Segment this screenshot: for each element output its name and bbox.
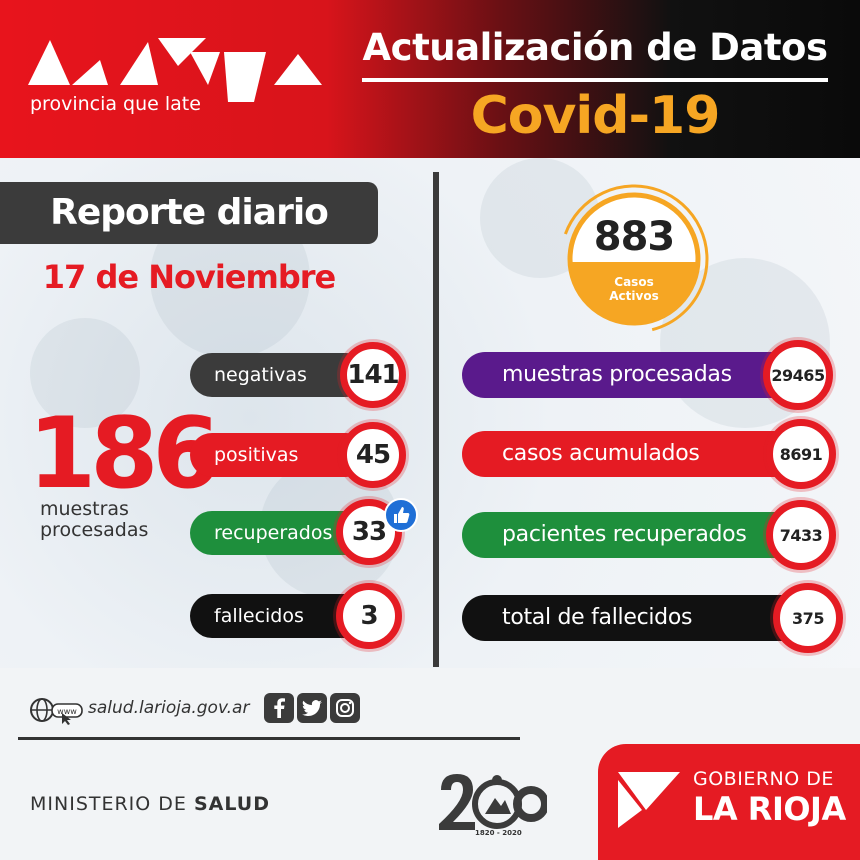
daily-value-negativas: 141 <box>347 360 399 390</box>
active-cases-label-1: Casos <box>614 275 654 289</box>
cumulative-value-casos: 8691 <box>779 444 823 464</box>
globe-icon: www <box>30 698 83 725</box>
daily-total-label-2: procesadas <box>40 519 149 541</box>
cumulative-value-circle: 8691 <box>766 419 836 489</box>
daily-value-positivas: 45 <box>355 440 391 470</box>
header-banner: provincia que late Actualización de Dato… <box>0 0 860 158</box>
report-date: 17 de Noviembre <box>42 258 336 296</box>
daily-value-circle: 3 <box>336 583 402 649</box>
thumbs-up-icon <box>384 498 418 532</box>
cumulative-item-recuperados: pacientes recuperados <box>462 512 806 558</box>
facebook-icon[interactable] <box>264 693 294 723</box>
government-line-2: LA RIOJA <box>693 790 846 828</box>
daily-item-positivas: positivas <box>190 433 368 477</box>
cumulative-value-muestras: 29465 <box>771 365 825 385</box>
report-label: Reporte diario <box>50 192 329 233</box>
page-title: Actualización de Datos <box>362 26 828 69</box>
column-divider <box>433 172 439 667</box>
page-subtitle: Covid-19 <box>470 86 721 146</box>
active-cases-label-2: Activos <box>609 289 659 303</box>
cumulative-value-circle: 375 <box>773 583 843 653</box>
daily-value-recuperados: 33 <box>351 517 387 547</box>
cumulative-item-muestras: muestras procesadas <box>462 352 806 398</box>
twitter-icon[interactable] <box>297 693 327 723</box>
government-line-1: GOBIERNO DE <box>693 768 834 790</box>
ministry-name-bold: SALUD <box>193 793 270 815</box>
emblem-years: 1820 - 2020 <box>475 829 522 837</box>
active-cases-badge <box>559 184 709 334</box>
ministry-name: MINISTERIO DE SALUD <box>30 793 270 815</box>
daily-total-value: 186 <box>28 397 221 511</box>
government-logo-icon <box>618 772 680 828</box>
la-rioja-logo <box>28 38 322 102</box>
daily-value-circle: 45 <box>340 422 406 488</box>
daily-value-circle: 141 <box>340 342 406 408</box>
logo-tagline: provincia que late <box>30 93 201 115</box>
ministry-prefix: MINISTERIO DE <box>30 793 194 815</box>
bicentennial-emblem <box>439 774 547 830</box>
footer-divider <box>18 737 520 740</box>
daily-item-negativas: negativas <box>190 353 368 397</box>
active-cases-value: 883 <box>593 214 676 260</box>
daily-total-label-1: muestras <box>40 498 129 520</box>
cumulative-value-circle: 29465 <box>763 340 833 410</box>
cumulative-item-fallecidos: total de fallecidos <box>462 595 806 641</box>
web-badge: www <box>57 707 77 716</box>
cumulative-value-fallecidos: 375 <box>792 608 824 628</box>
daily-value-fallecidos: 3 <box>360 601 378 631</box>
website-link[interactable]: salud.larioja.gov.ar <box>88 698 250 718</box>
instagram-icon[interactable] <box>330 693 360 723</box>
title-divider <box>362 78 828 82</box>
report-header-box <box>0 182 378 244</box>
cumulative-item-casos: casos acumulados <box>462 431 806 477</box>
cumulative-value-recuperados: 7433 <box>779 525 823 545</box>
cumulative-value-circle: 7433 <box>766 500 836 570</box>
